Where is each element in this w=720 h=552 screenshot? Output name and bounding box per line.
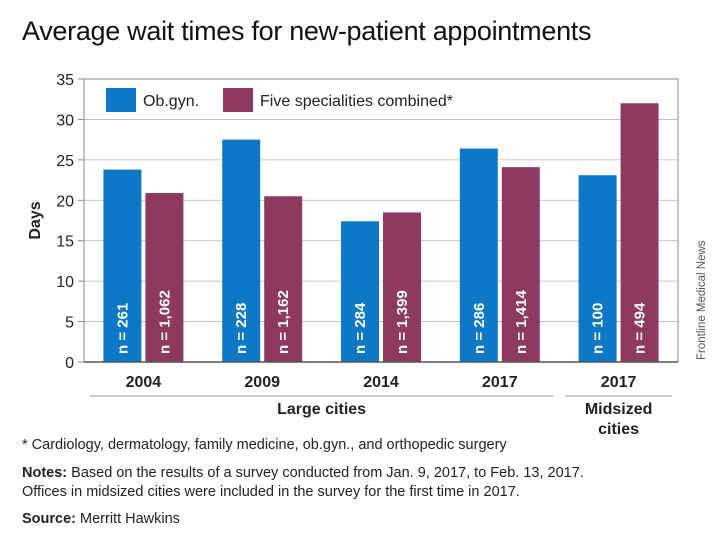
bar-obgyn: [341, 221, 379, 362]
bar-data-label: n = 100: [590, 303, 607, 354]
y-tick-label: 0: [65, 355, 74, 372]
x-category-label: 2004: [126, 374, 162, 391]
legend-swatch: [223, 88, 254, 112]
plot-frame: [83, 78, 679, 362]
bar-five-specialities: [620, 103, 659, 362]
chart-title: Average wait times for new-patient appoi…: [22, 16, 592, 46]
x-category-label: 2017: [601, 374, 637, 391]
bar-data-label: n = 1,399: [394, 290, 411, 354]
y-axis-label: Days: [27, 201, 44, 239]
bar-data-label: n = 1,414: [513, 290, 530, 354]
bar-obgyn: [578, 175, 617, 362]
footnote-notes: Notes: Based on the results of a survey …: [22, 464, 584, 502]
notes-line2: Offices in midsized cities were included…: [22, 484, 520, 500]
bar-obgyn: [459, 148, 498, 362]
bar-five-specialities: [145, 193, 184, 362]
source-text: Merritt Hawkins: [76, 511, 180, 527]
x-category-label: 2009: [244, 374, 280, 391]
bar-data-label: n = 261: [114, 303, 131, 354]
y-tick-label: 15: [56, 234, 74, 251]
bar-data-label: n = 1,162: [275, 290, 292, 354]
y-tick-label: 5: [65, 315, 74, 332]
group-label-line: Midsized: [585, 401, 653, 418]
credit-line: Frontline Medical News: [696, 240, 708, 360]
footnote-source: Source: Merritt Hawkins: [22, 511, 180, 527]
y-tick-label: 25: [56, 153, 74, 170]
bar-data-label: n = 494: [632, 302, 649, 354]
x-category-label: 2014: [363, 374, 399, 391]
bar-five-specialities: [264, 196, 303, 362]
bar-data-label: n = 284: [352, 302, 369, 354]
bar-obgyn: [103, 169, 142, 362]
y-tick-label: 35: [56, 72, 74, 89]
group-label-line: cities: [598, 421, 639, 438]
footnote-asterisk: * Cardiology, dermatology, family medici…: [22, 437, 507, 453]
notes-line1: Based on the results of a survey conduct…: [67, 465, 584, 481]
bar-data-label: n = 1,062: [156, 290, 173, 354]
source-label: Source:: [22, 511, 76, 527]
group-label: Large cities: [277, 401, 366, 418]
bar-obgyn: [222, 139, 261, 362]
y-tick-label: 20: [56, 193, 74, 210]
y-tick-label: 30: [56, 112, 74, 129]
bar-data-label: n = 228: [233, 303, 250, 354]
notes-label: Notes:: [22, 465, 68, 481]
legend-label: Five specialities combined*: [260, 93, 453, 110]
bar-five-specialities: [501, 167, 540, 362]
bar-data-label: n = 286: [471, 303, 488, 354]
y-tick-label: 10: [56, 274, 74, 291]
legend-label: Ob.gyn.: [143, 93, 199, 110]
bar-five-specialities: [383, 212, 421, 362]
x-category-label: 2017: [482, 374, 518, 391]
legend-swatch: [106, 88, 136, 112]
